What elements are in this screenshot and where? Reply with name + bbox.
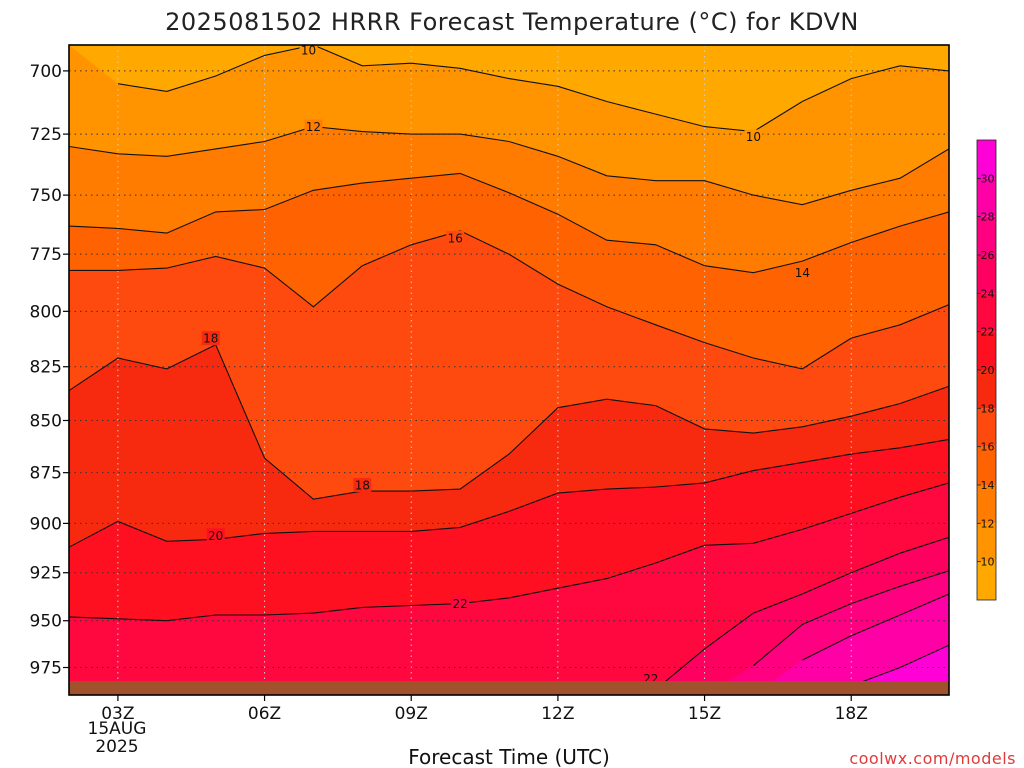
x-tick-label: 12Z	[541, 704, 574, 724]
contour-label-bg	[446, 230, 465, 245]
y-tick-label: 825	[30, 358, 62, 378]
x-tick-label: 03Z	[101, 704, 134, 724]
isotherm-10	[117, 45, 949, 133]
contour-label: 14	[795, 266, 810, 280]
colorbar-swatch	[977, 216, 996, 255]
isotherm-26	[753, 570, 949, 667]
colorbar-tick-label: 14	[981, 479, 995, 492]
plot-frame	[68, 44, 950, 696]
y-tick-label: 950	[30, 612, 62, 632]
contour-label: 18	[203, 332, 218, 346]
y-tick-label: 750	[30, 186, 62, 206]
y-tick-label: 900	[30, 514, 62, 534]
contour-label-bg	[744, 129, 763, 144]
chart-title: 2025081502 HRRR Forecast Temperature (°C…	[165, 8, 859, 36]
x-tick-label: 06Z	[248, 704, 281, 724]
contour-label: 10	[301, 44, 316, 58]
contour-label: 22	[452, 597, 467, 611]
y-tick-label: 975	[30, 659, 62, 679]
contour-label-bg	[299, 45, 318, 58]
colorbar-swatch	[977, 255, 996, 294]
colorbar-swatch	[977, 446, 996, 485]
colorbar-swatch	[977, 485, 996, 524]
y-tick-label: 800	[30, 302, 62, 322]
colorbar-tick-label: 28	[981, 211, 995, 224]
isotherm-12	[69, 126, 949, 206]
colorbar-tick-label: 26	[981, 249, 995, 262]
contour-label: 10	[746, 130, 761, 144]
isotherm-30	[851, 644, 949, 687]
colorbar-tick-label: 12	[981, 517, 995, 530]
temperature-fill-bands	[69, 45, 949, 695]
contour-label-bg	[451, 596, 470, 611]
colorbar-swatch	[977, 370, 996, 409]
x-date-line-2: 2025	[95, 737, 138, 757]
x-tick-label: 09Z	[395, 704, 428, 724]
fill-band-24	[69, 537, 949, 695]
y-tick-label: 700	[30, 62, 62, 82]
y-tick-label: 925	[30, 564, 62, 584]
isotherm-14	[69, 172, 949, 274]
colorbar-tick-label: 20	[981, 364, 995, 377]
contour-label: 20	[208, 529, 223, 543]
colorbar-swatch	[977, 140, 996, 179]
grid-lines	[69, 45, 949, 695]
x-axis: 03Z 06Z 09Z 12Z 15Z 18Z	[101, 695, 868, 724]
credit-link[interactable]: coolwx.com/models	[849, 749, 1016, 768]
contour-label: 12	[306, 120, 321, 134]
contour-label: 16	[448, 231, 463, 245]
colorbar-tick-label: 10	[981, 556, 995, 569]
isotherm-28	[802, 593, 949, 661]
y-axis: 700 725 750 775 800 825 850 875 900 925 950 975	[30, 62, 69, 679]
colorbar-swatch	[977, 331, 996, 370]
x-tick-label: 15Z	[688, 704, 721, 724]
contour-label: 18	[355, 478, 370, 492]
colorbar-swatch	[977, 178, 996, 217]
contour-label-bg	[304, 119, 323, 134]
x-axis-label: Forecast Time (UTC)	[408, 745, 610, 768]
colorbar-tick-label: 16	[981, 441, 995, 454]
colorbar-tick-label: 24	[981, 287, 995, 300]
y-tick-label: 850	[30, 411, 62, 431]
isotherm-22	[69, 482, 949, 622]
colorbar-tick-label: 18	[981, 402, 995, 415]
colorbar-swatch	[977, 293, 996, 332]
colorbar-swatch	[977, 523, 996, 562]
x-tick-label: 18Z	[835, 704, 868, 724]
x-date-line-1: 15AUG	[88, 719, 147, 739]
colorbar-tick-label: 22	[981, 326, 995, 339]
contour-label-bg	[206, 528, 225, 543]
colorbar-swatch	[977, 408, 996, 447]
ground-surface	[69, 681, 949, 695]
colorbar-swatch	[977, 561, 996, 600]
colorbar-tick-label: 30	[981, 172, 995, 185]
contour-label-bg	[353, 477, 372, 492]
contour-label-bg	[201, 331, 220, 346]
y-tick-label: 775	[30, 245, 62, 265]
y-tick-label: 875	[30, 464, 62, 484]
colorbar: 10 12 14 16 18 20 22 24 26 28 30	[976, 139, 997, 601]
contour-lines	[69, 45, 949, 692]
contour-label-bg	[793, 265, 812, 280]
isotherm-16	[69, 230, 949, 370]
y-tick-label: 725	[30, 125, 62, 145]
